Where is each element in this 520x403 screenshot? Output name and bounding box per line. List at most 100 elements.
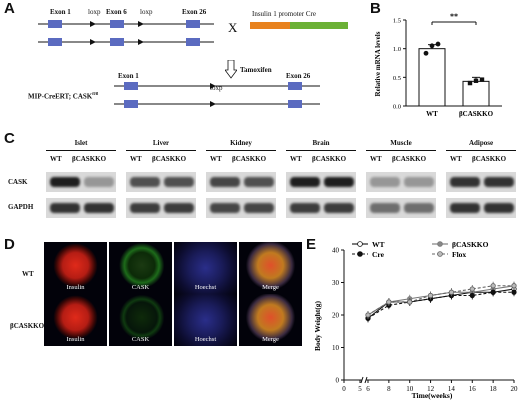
gapdh-blot <box>366 198 436 218</box>
lane-label-ko: βCASKKO <box>232 155 267 163</box>
blot-band <box>484 177 514 187</box>
tissue-label: Kidney <box>230 139 252 147</box>
if-image-merge: Merge <box>239 294 302 346</box>
tissue-underline <box>46 150 116 151</box>
e-data-point <box>511 283 517 289</box>
e-y-tick-label: 30 <box>332 279 340 287</box>
cross-symbol: X <box>228 20 238 35</box>
if-image-cask: CASK <box>109 294 172 346</box>
b-data-point <box>429 43 435 49</box>
lane-label-wt: WT <box>290 155 302 163</box>
cask-blot <box>446 172 516 192</box>
blot-band <box>290 177 320 187</box>
if-image-hoechst: Hoechst <box>174 242 237 294</box>
b-x-tick-label: WT <box>426 110 438 118</box>
b-data-point <box>423 50 429 56</box>
blot-band <box>50 177 80 187</box>
e-legend-label: Cre <box>372 250 385 259</box>
tissue-underline <box>126 150 196 151</box>
tissue-label: Liver <box>152 139 170 147</box>
if-image-label: Insulin <box>66 336 85 343</box>
if-image-label: Insulin <box>66 284 85 291</box>
blot-band <box>50 203 80 213</box>
lane-label-wt: WT <box>370 155 382 163</box>
tissue-underline <box>366 150 436 151</box>
e-data-point <box>511 289 517 295</box>
lane-label-wt: WT <box>450 155 462 163</box>
if-image-label: Hoechst <box>194 284 217 291</box>
tissue-underline <box>286 150 356 151</box>
lane-label-ko: βCASKKO <box>392 155 427 163</box>
e-axes: 0 10 20 30 40 0 5 6 8 10 12 14 16 18 20 <box>332 247 518 394</box>
b-bar <box>418 48 446 107</box>
tissue-underline <box>446 150 516 151</box>
exon1-label: Exon 1 <box>50 8 71 16</box>
e-x-axis-label: Time(weeks) <box>412 391 453 400</box>
e-data-point <box>448 289 455 295</box>
if-image-label: CASK <box>131 336 150 343</box>
blot-band <box>324 177 354 187</box>
loxp-label-1: loxp <box>88 8 101 16</box>
if-image-hoechst: Hoechst <box>174 294 237 346</box>
e-x-tick-label: 8 <box>387 385 391 393</box>
panel-label-b: B <box>370 0 381 17</box>
blot-band <box>404 203 434 213</box>
e-legend-marker <box>437 241 443 247</box>
lane-label-ko: βCASKKO <box>472 155 507 163</box>
e-y-tick-label: 0 <box>336 377 340 385</box>
genotype-label: MIP-CreERT; CASKfl/fl <box>28 91 99 101</box>
blot-band <box>244 203 274 213</box>
if-row-label-wt: WT <box>22 270 34 278</box>
gapdh-blot <box>206 198 276 218</box>
e-x-tick-label: 12 <box>427 385 435 393</box>
e-x-tick-label: 20 <box>511 385 519 393</box>
cask-blot <box>286 172 356 192</box>
e-data-point <box>490 289 496 295</box>
e-x-tick-label: 16 <box>469 385 477 393</box>
b-y-tick-label: 0.5 <box>393 75 401 82</box>
tissue-label: Adipose <box>468 139 494 147</box>
if-image-merge: Merge <box>239 242 302 294</box>
if-image-insulin: Insulin <box>44 242 107 294</box>
gapdh-blot <box>286 198 356 218</box>
e-data-point <box>407 299 413 305</box>
b-y-tick-label: 1.5 <box>393 18 401 25</box>
e-legend-marker <box>357 241 363 247</box>
exon1-label-b: Exon 1 <box>118 72 139 80</box>
blot-row-label-gapdh: GAPDH <box>8 203 34 211</box>
e-legend-label: βCASKKO <box>452 240 489 249</box>
e-x-tick-label: 10 <box>406 385 414 393</box>
b-data-points <box>423 41 485 86</box>
if-image-label: CASK <box>131 284 150 291</box>
e-legend-marker <box>437 251 443 257</box>
e-series-line <box>367 291 514 319</box>
if-image-insulin: Insulin <box>44 294 107 346</box>
panel-label-e: E <box>306 236 317 253</box>
e-legend: WT βCASKKO Cre Flox <box>352 240 489 259</box>
e-series-line <box>367 285 514 316</box>
b-data-point <box>467 80 473 86</box>
b-data-point <box>479 77 485 82</box>
e-data-point <box>490 283 496 289</box>
b-data-point <box>473 78 479 83</box>
e-data-point <box>469 292 475 299</box>
b-y-tick-label: 1.0 <box>393 46 401 53</box>
tissue-label: Muscle <box>390 139 412 147</box>
significance-marker: ** <box>450 12 458 21</box>
e-series <box>365 281 517 323</box>
blot-band <box>84 203 114 213</box>
gapdh-blot <box>46 198 116 218</box>
blot-band <box>370 177 400 187</box>
lane-label-wt: WT <box>130 155 142 163</box>
blot-band <box>450 203 480 213</box>
b-x-tick-label: βCASKKO <box>459 110 494 118</box>
e-y-tick-label: 40 <box>332 247 340 255</box>
exon6-label: Exon 6 <box>106 8 127 16</box>
down-arrow-icon <box>225 60 237 79</box>
panel-b-bar-chart: Relative mRNA levels 0.0 0.5 1.0 1.5 WT βCAS… <box>374 12 502 118</box>
cask-blot <box>126 172 196 192</box>
e-x-tick-label: 6 <box>366 385 370 393</box>
exon26-label: Exon 26 <box>182 8 207 16</box>
blot-band <box>164 203 194 213</box>
blot-band <box>130 177 160 187</box>
